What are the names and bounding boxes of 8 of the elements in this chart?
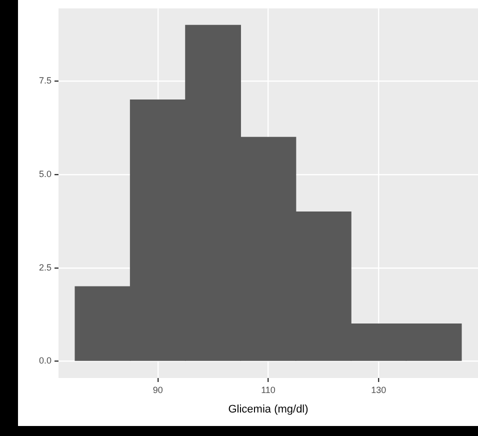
x-tick-label: 110 [261, 384, 276, 395]
y-tick-label: 0.0 [38, 356, 52, 366]
x-axis-title: Glicemia (mg/dl) [228, 403, 308, 416]
x-tick-label: 90 [152, 384, 163, 395]
y-tick-label: 7.5 [38, 76, 52, 86]
x-tick-label: 130 [371, 384, 386, 395]
y-tick-label: 2.5 [38, 262, 52, 272]
y-tick-label: 5.0 [38, 169, 52, 180]
